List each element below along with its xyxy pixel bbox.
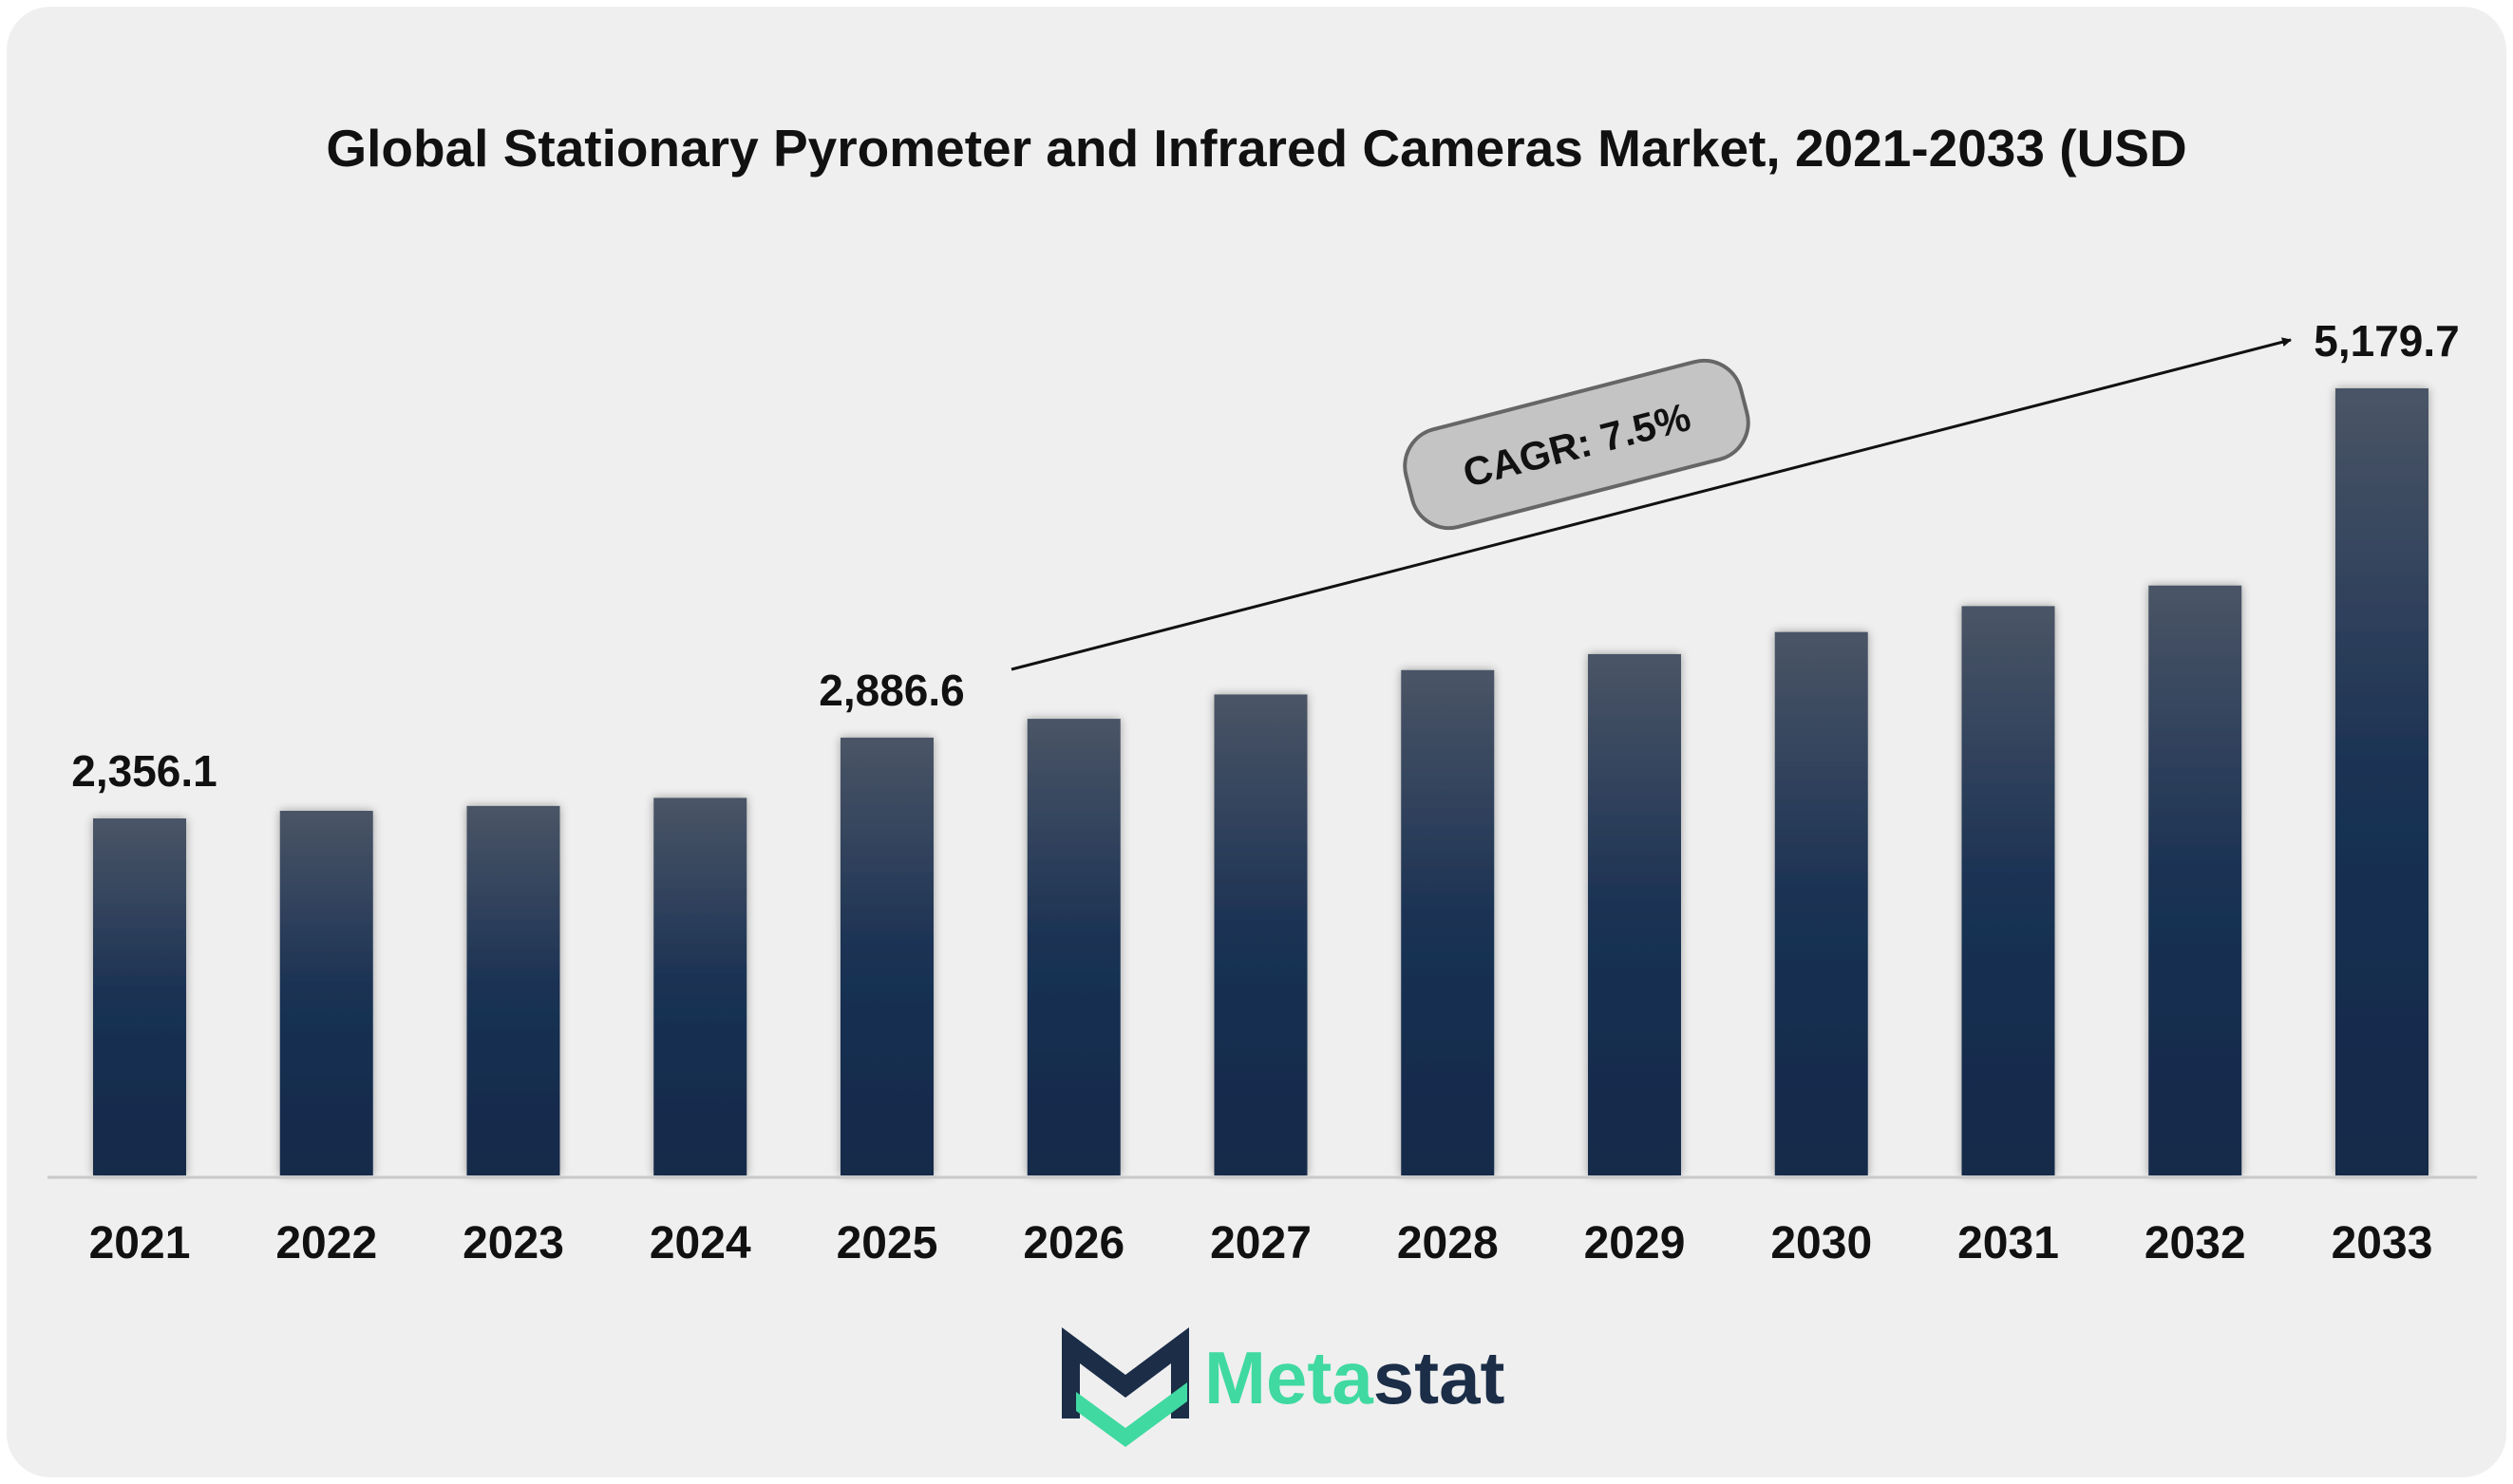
x-tick-2021: 2021 — [89, 1218, 191, 1268]
bar-2026 — [1027, 719, 1121, 1175]
bar-2029 — [1588, 653, 1681, 1175]
logo-text-meta: Meta — [1204, 1336, 1373, 1419]
data-label-2033: 5,179.7 — [2314, 316, 2459, 366]
x-tick-2032: 2032 — [2145, 1218, 2246, 1268]
x-tick-2024: 2024 — [650, 1218, 751, 1268]
bar-2024 — [653, 798, 747, 1175]
data-label-2025: 2,886.6 — [819, 666, 964, 715]
bar-2032 — [2148, 585, 2242, 1175]
bar-2033 — [2335, 388, 2428, 1175]
bars-group — [93, 388, 2428, 1175]
cagr-badge-background — [1403, 358, 1750, 531]
x-tick-2030: 2030 — [1770, 1218, 1872, 1268]
x-tick-2025: 2025 — [837, 1218, 938, 1268]
x-tick-2031: 2031 — [1957, 1218, 2059, 1268]
bar-2021 — [93, 818, 186, 1175]
x-tick-2026: 2026 — [1023, 1218, 1124, 1268]
metastat-logo: Metastat — [1062, 1327, 1504, 1447]
x-tick-2029: 2029 — [1584, 1218, 1686, 1268]
cagr-arrow — [1011, 337, 2292, 671]
metastat-m-icon — [1062, 1327, 1189, 1447]
bar-2030 — [1774, 631, 1868, 1175]
bar-2025 — [841, 737, 934, 1175]
bar-2031 — [1961, 606, 2055, 1175]
x-tick-2027: 2027 — [1210, 1218, 1312, 1268]
cagr-badge: CAGR: 7.5% — [1403, 358, 1750, 531]
x-tick-2033: 2033 — [2332, 1218, 2433, 1268]
data-labels: 2,356.1 2,886.6 5,179.7 — [71, 316, 2459, 796]
bar-2022 — [279, 810, 373, 1175]
bar-2028 — [1401, 669, 1495, 1175]
x-tick-labels: 2021 2022 2023 2024 2025 2026 2027 2028 2029 2030… — [89, 1218, 2433, 1268]
bar-2023 — [466, 805, 560, 1175]
x-tick-2023: 2023 — [463, 1218, 564, 1268]
x-tick-2022: 2022 — [275, 1218, 377, 1268]
chart-title: Global Stationary Pyrometer and Infrared… — [326, 119, 2186, 178]
data-label-2021: 2,356.1 — [71, 746, 217, 796]
svg-text:Metastat: Metastat — [1204, 1336, 1504, 1419]
logo-text-stat: stat — [1373, 1336, 1505, 1419]
x-tick-2028: 2028 — [1397, 1218, 1499, 1268]
bar-2027 — [1214, 694, 1308, 1175]
